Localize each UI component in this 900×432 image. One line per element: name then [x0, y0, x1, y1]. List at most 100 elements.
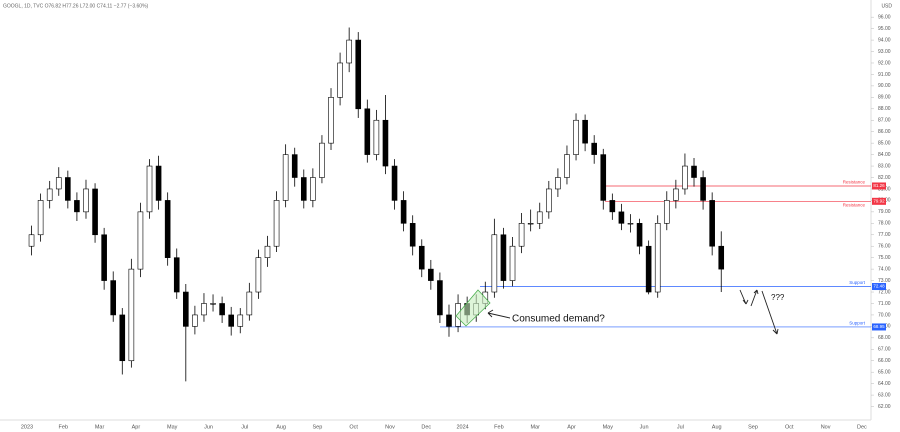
- x-tick-label: Jul: [677, 424, 684, 430]
- currency: USD: [881, 3, 892, 9]
- y-tick-label: 83.00: [878, 163, 891, 169]
- y-tick-label: 84.00: [878, 152, 891, 158]
- x-tick-label: Mar: [530, 424, 540, 430]
- candle-body: [673, 188, 679, 201]
- candle-body: [183, 291, 189, 327]
- candle-body: [246, 291, 253, 316]
- y-tick-label: 72.00: [878, 289, 891, 295]
- x-tick-label: Feb: [494, 424, 503, 430]
- y-tick-label: 82.00: [878, 175, 891, 181]
- level-name: Support: [849, 321, 866, 326]
- y-tick-label: 94.00: [878, 37, 891, 43]
- y-tick-label: 79.00: [878, 209, 891, 215]
- price-label-box: [872, 182, 886, 190]
- candle-body: [192, 314, 198, 327]
- candle-body: [373, 119, 380, 155]
- candle-body: [282, 154, 289, 201]
- price-label: 72.48: [873, 284, 885, 289]
- level-name: Resistance: [843, 203, 866, 208]
- y-tick-label: 70.00: [878, 312, 891, 318]
- candle-body: [101, 234, 107, 281]
- candle-body: [28, 234, 35, 247]
- x-tick-label: 2024: [456, 424, 468, 430]
- candle-body: [300, 177, 307, 201]
- candle-body: [618, 211, 625, 224]
- y-tick-label: 68.00: [878, 335, 891, 341]
- candle-body: [555, 177, 561, 190]
- candle-body: [418, 245, 425, 270]
- y-tick-label: 66.00: [878, 358, 891, 364]
- candle-body: [355, 39, 362, 110]
- candle-body: [627, 223, 634, 225]
- price-label-box: [872, 283, 886, 291]
- candle-body: [264, 245, 271, 258]
- candle-body: [546, 188, 552, 213]
- candle-body: [65, 177, 71, 201]
- candle-body: [446, 314, 452, 327]
- x-tick-label: Dec: [421, 424, 431, 430]
- x-tick-label: Oct: [349, 424, 358, 430]
- y-tick-label: 65.00: [878, 370, 891, 376]
- price-label: 79.92: [873, 199, 885, 204]
- level-name: Resistance: [843, 180, 866, 185]
- y-tick-label: 86.00: [878, 129, 891, 135]
- candle-body: [55, 177, 62, 190]
- candle-body: [437, 280, 443, 316]
- x-tick-label: Aug: [712, 424, 722, 430]
- candle-body: [582, 119, 588, 144]
- x-tick-label: May: [603, 424, 614, 430]
- candle-body: [346, 39, 352, 64]
- candle-body: [409, 223, 416, 247]
- y-tick-label: 90.00: [878, 83, 891, 89]
- candle-body: [600, 154, 607, 201]
- candle-body: [137, 211, 144, 270]
- price-label: 81.26: [873, 183, 885, 188]
- candle-body: [237, 314, 244, 327]
- candle-body: [636, 223, 643, 247]
- y-tick-label: 67.00: [878, 347, 891, 353]
- candle-body: [527, 223, 534, 225]
- candle-body: [83, 188, 89, 213]
- candle-body: [110, 280, 117, 316]
- candle-body: [691, 165, 697, 178]
- y-tick-label: 78.00: [878, 221, 891, 227]
- candle-body: [682, 165, 688, 190]
- price-label-box: [872, 323, 886, 331]
- chart-title: GOOGL, 1D, TVC O76.82 H77.26 L72.00 C74.…: [3, 3, 149, 9]
- candle-body: [210, 303, 216, 305]
- y-tick-label: 71.00: [878, 301, 891, 307]
- candle-body: [364, 108, 371, 155]
- candle-body: [536, 211, 543, 224]
- demand-zone: [455, 289, 491, 327]
- candle-body: [654, 223, 661, 293]
- x-tick-label: 2023: [21, 424, 33, 430]
- candle-body: [291, 154, 298, 178]
- x-tick-label: Apr: [567, 424, 576, 430]
- x-tick-label: Sep: [748, 424, 758, 430]
- y-tick-label: 93.00: [878, 49, 891, 55]
- x-tick-label: Nov: [821, 424, 831, 430]
- annotation: Consumed demand?: [512, 314, 605, 325]
- arrow: [487, 309, 511, 319]
- x-tick-label: Nov: [385, 424, 395, 430]
- candle-body: [391, 165, 398, 201]
- candle-body: [228, 314, 234, 327]
- candle-body: [201, 303, 207, 316]
- candle-body: [500, 234, 507, 281]
- y-tick-label: 92.00: [878, 60, 891, 66]
- y-tick-label: 62.00: [878, 404, 891, 410]
- y-tick-label: 89.00: [878, 95, 891, 101]
- candle-body: [37, 200, 44, 236]
- y-tick-label: 63.00: [878, 392, 891, 398]
- candle-body: [663, 200, 670, 224]
- candle-body: [255, 257, 262, 293]
- candle-body: [328, 97, 334, 144]
- candle-body: [273, 200, 280, 247]
- y-tick-label: 96.00: [878, 15, 891, 21]
- y-tick-label: 74.00: [878, 266, 891, 272]
- x-tick-label: Mar: [95, 424, 105, 430]
- candle-body: [382, 119, 389, 167]
- y-tick-label: 77.00: [878, 232, 891, 238]
- candle-body: [591, 142, 597, 155]
